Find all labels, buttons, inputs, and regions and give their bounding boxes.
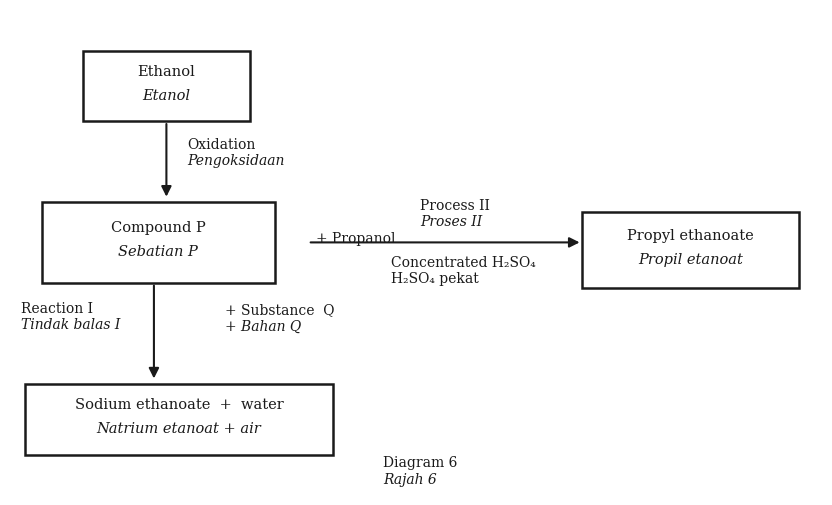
- Text: Oxidation: Oxidation: [187, 138, 255, 152]
- FancyBboxPatch shape: [42, 202, 275, 283]
- Text: Sodium ethanoate  +  water: Sodium ethanoate + water: [75, 398, 283, 412]
- Text: Concentrated H₂SO₄: Concentrated H₂SO₄: [391, 256, 536, 270]
- Text: + Propanol: + Propanol: [316, 232, 396, 246]
- Text: H₂SO₄ pekat: H₂SO₄ pekat: [391, 272, 478, 286]
- FancyBboxPatch shape: [582, 212, 799, 288]
- Text: Process II: Process II: [420, 198, 490, 213]
- Text: Ethanol: Ethanol: [137, 65, 196, 79]
- Text: Propil etanoat: Propil etanoat: [638, 253, 743, 267]
- FancyBboxPatch shape: [25, 384, 333, 454]
- Text: Propyl ethanoate: Propyl ethanoate: [627, 229, 754, 243]
- Text: Reaction I: Reaction I: [21, 302, 93, 316]
- Text: Natrium etanoat + air: Natrium etanoat + air: [97, 422, 261, 436]
- Text: Diagram 6: Diagram 6: [383, 456, 457, 470]
- Text: Sebatian P: Sebatian P: [118, 245, 198, 260]
- FancyBboxPatch shape: [83, 50, 250, 121]
- Text: Pengoksidaan: Pengoksidaan: [187, 154, 285, 168]
- Text: Compound P: Compound P: [111, 221, 206, 235]
- Text: + Substance  Q: + Substance Q: [225, 304, 334, 318]
- Text: Tindak balas I: Tindak balas I: [21, 318, 120, 332]
- Text: Etanol: Etanol: [142, 89, 191, 103]
- Text: Rajah 6: Rajah 6: [383, 473, 437, 487]
- Text: + Bahan Q: + Bahan Q: [225, 320, 301, 334]
- Text: Proses II: Proses II: [420, 215, 483, 229]
